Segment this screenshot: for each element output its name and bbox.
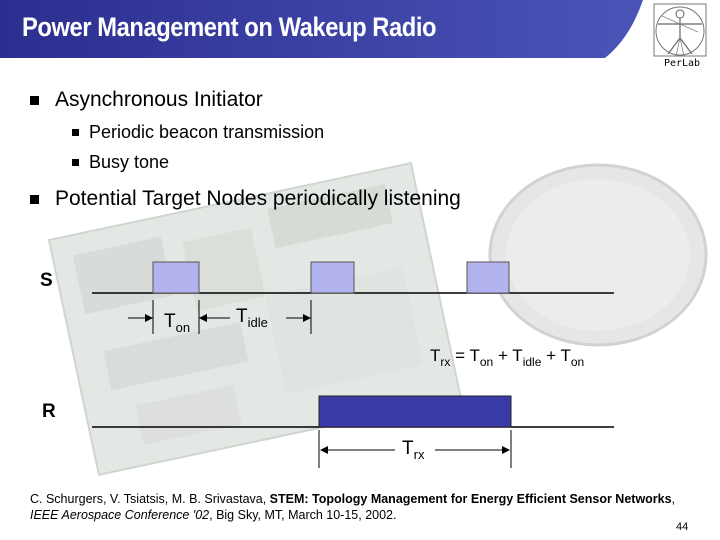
page-number: 44 bbox=[676, 521, 689, 533]
logo-text: PerLab bbox=[663, 58, 701, 69]
sub-bullet-text: Busy tone bbox=[89, 152, 170, 172]
sub-bullet-beacon: Periodic beacon transmission bbox=[72, 122, 324, 143]
t-on-label: Ton bbox=[164, 311, 190, 335]
trx-formula: Trx = Ton + Tidle + Ton bbox=[430, 346, 584, 369]
t-rx-label: Trx bbox=[402, 438, 425, 462]
beacon-pulse bbox=[152, 261, 200, 294]
title-bar bbox=[0, 0, 643, 58]
reference-citation: C. Schurgers, V. Tsiatsis, M. B. Srivast… bbox=[30, 492, 676, 522]
bullet-square-icon bbox=[72, 129, 79, 136]
bullet-square-icon bbox=[30, 194, 39, 204]
receiver-label: R bbox=[42, 401, 56, 422]
slide-title: Power Management on Wakeup Radio bbox=[22, 12, 437, 42]
bullet-square-icon bbox=[30, 95, 39, 105]
sub-bullet-text: Periodic beacon transmission bbox=[89, 122, 325, 142]
sub-bullet-busy-tone: Busy tone bbox=[72, 152, 169, 173]
beacon-pulse bbox=[466, 261, 510, 294]
t-idle-label: Tidle bbox=[236, 306, 268, 330]
vitruvian-logo-icon bbox=[653, 3, 707, 57]
bullet-square-icon bbox=[72, 159, 79, 166]
bullet-text: Potential Target Nodes periodically list… bbox=[55, 187, 461, 210]
beacon-pulse bbox=[310, 261, 355, 294]
bullet-asynchronous-initiator: Asynchronous Initiator bbox=[30, 88, 263, 112]
busy-tone-pulse bbox=[318, 395, 512, 428]
sender-label: S bbox=[40, 270, 53, 291]
bullet-target-nodes: Potential Target Nodes periodically list… bbox=[30, 187, 461, 211]
bullet-text: Asynchronous Initiator bbox=[55, 88, 263, 111]
